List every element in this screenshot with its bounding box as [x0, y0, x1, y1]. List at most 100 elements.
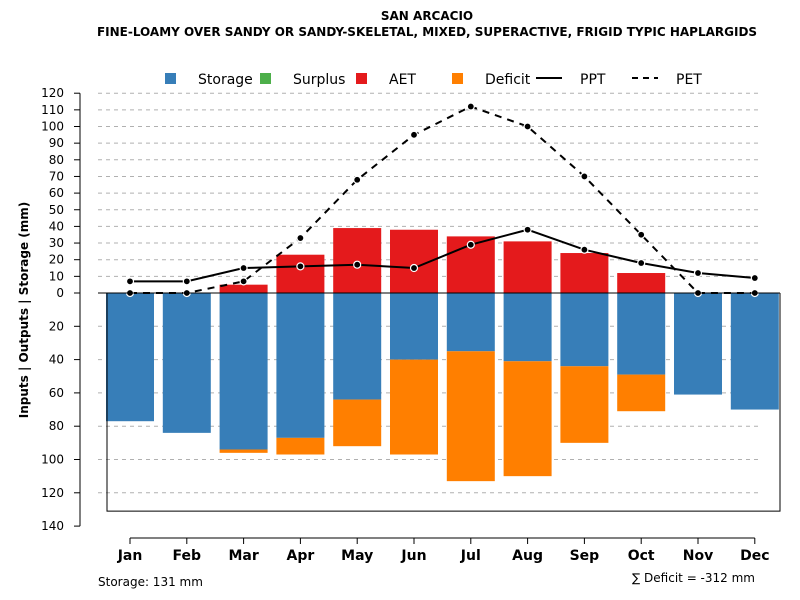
point-ppt-mar: [239, 263, 248, 273]
legend-label-pet: PET: [676, 72, 702, 88]
x-tick-label-jun: Jun: [400, 548, 426, 564]
point-ppt-oct: [637, 258, 646, 268]
legend-swatch-storage: [165, 73, 176, 84]
x-tick-label-aug: Aug: [512, 548, 543, 564]
bar-storage-mar: [219, 293, 268, 450]
y-tick-label-neg-80: 80: [49, 419, 64, 433]
y-tick-label-90: 90: [49, 136, 64, 150]
point-ppt-may: [353, 260, 362, 269]
bars: [106, 228, 779, 482]
point-pet-apr: [296, 233, 305, 243]
bar-deficit-jul: [446, 351, 495, 482]
storage-note: Storage: 131 mm: [98, 575, 203, 589]
point-pet-aug: [523, 122, 532, 131]
bar-aet-mar: [219, 284, 268, 293]
y-tick-label-40: 40: [49, 219, 64, 233]
x-tick-label-jul: Jul: [460, 548, 481, 564]
y-tick-label-30: 30: [49, 236, 64, 250]
bar-storage-jul: [446, 293, 495, 352]
point-pet-jul: [466, 102, 475, 111]
bar-deficit-sep: [560, 366, 609, 443]
y-tick-label-neg-140: 140: [41, 519, 64, 533]
x-tick-label-sep: Sep: [570, 548, 600, 564]
bar-deficit-apr: [276, 437, 325, 455]
point-ppt-sep: [580, 245, 589, 254]
x-tick-label-nov: Nov: [683, 548, 713, 564]
y-tick-label-20: 20: [49, 253, 64, 267]
axes: 0 10 20 30 40 50 60 70 80 90 100 110 120 20 40 60 80 100 1…: [41, 86, 781, 564]
point-pet-jun: [409, 130, 419, 139]
bar-storage-sep: [560, 293, 609, 367]
y-tick-label-120: 120: [41, 86, 64, 100]
series-lines: [125, 102, 759, 298]
line-ppt: [130, 228, 755, 283]
x-tick-label-apr: Apr: [287, 548, 315, 564]
storage-capacity-box: [106, 293, 781, 512]
deficit-total: ∑ Deficit = -312 mm: [632, 571, 755, 585]
x-tick-label-feb: Feb: [173, 548, 202, 564]
y-tick-label-neg-40: 40: [49, 353, 64, 367]
bar-deficit-may: [333, 399, 382, 447]
y-tick-label-0: 0: [56, 286, 64, 300]
point-pet-oct: [637, 230, 646, 239]
point-ppt-nov: [693, 268, 703, 278]
x-tick-label-oct: Oct: [628, 548, 655, 564]
legend-label-aet: AET: [389, 72, 416, 88]
bar-aet-may: [333, 228, 382, 293]
x-tick-label-jan: Jan: [117, 548, 143, 564]
point-ppt-apr: [296, 262, 305, 271]
legend-label-storage: Storage: [198, 72, 253, 88]
bar-storage-apr: [276, 293, 325, 438]
y-tick-label-50: 50: [49, 203, 64, 217]
point-ppt-jan: [125, 277, 135, 286]
y-tick-label-100: 100: [41, 120, 64, 134]
point-ppt-jun: [409, 263, 419, 273]
point-pet-sep: [580, 172, 589, 181]
legend-swatch-surplus: [260, 73, 271, 84]
point-ppt-jul: [466, 240, 475, 249]
bar-storage-jan: [106, 293, 154, 422]
bar-storage-oct: [617, 293, 666, 375]
bar-aet-oct: [617, 273, 666, 293]
y-tick-label-80: 80: [49, 153, 64, 167]
bar-storage-jun: [390, 293, 438, 360]
bar-deficit-oct: [617, 374, 666, 412]
bar-aet-aug: [503, 241, 552, 293]
y-tick-label-neg-60: 60: [49, 386, 64, 400]
line-pet: [130, 105, 755, 294]
y-tick-label-neg-100: 100: [41, 453, 64, 467]
point-ppt-dec: [750, 273, 759, 283]
bar-storage-aug: [503, 293, 552, 362]
legend-label-surplus: Surplus: [293, 72, 345, 88]
bar-deficit-mar: [219, 449, 268, 453]
y-tick-label-10: 10: [49, 269, 64, 283]
x-tick-label-mar: Mar: [228, 548, 258, 564]
y-tick-label-60: 60: [49, 186, 64, 200]
bar-storage-may: [333, 293, 382, 400]
legend-label-deficit: Deficit: [485, 72, 531, 88]
y-tick-label-neg-20: 20: [49, 319, 64, 333]
point-pet-mar: [239, 277, 248, 286]
chart-subtitle: FINE-LOAMY OVER SANDY OR SANDY-SKELETAL,…: [97, 25, 757, 39]
chart-title: SAN ARCACIO: [381, 9, 473, 23]
y-tick-label-110: 110: [41, 103, 64, 117]
bar-deficit-aug: [503, 361, 552, 477]
x-tick-label-dec: Dec: [740, 548, 769, 564]
x-tick-label-may: May: [341, 548, 373, 564]
bar-aet-sep: [560, 253, 609, 293]
legend: Storage Surplus AET Deficit PPT PET: [165, 72, 702, 88]
bar-storage-nov: [674, 293, 722, 395]
y-tick-label-neg-120: 120: [41, 486, 64, 500]
legend-swatch-aet: [356, 73, 367, 84]
legend-swatch-deficit: [452, 73, 463, 84]
y-axis-label: Inputs | Outputs | Storage (mm): [17, 202, 31, 419]
bar-deficit-jun: [390, 359, 438, 455]
bar-storage-feb: [162, 293, 211, 433]
point-ppt-aug: [523, 225, 532, 234]
point-ppt-feb: [182, 277, 191, 286]
point-pet-may: [353, 175, 362, 184]
y-tick-label-70: 70: [49, 169, 64, 183]
bar-aet-apr: [276, 254, 325, 293]
bar-storage-dec: [730, 293, 779, 410]
